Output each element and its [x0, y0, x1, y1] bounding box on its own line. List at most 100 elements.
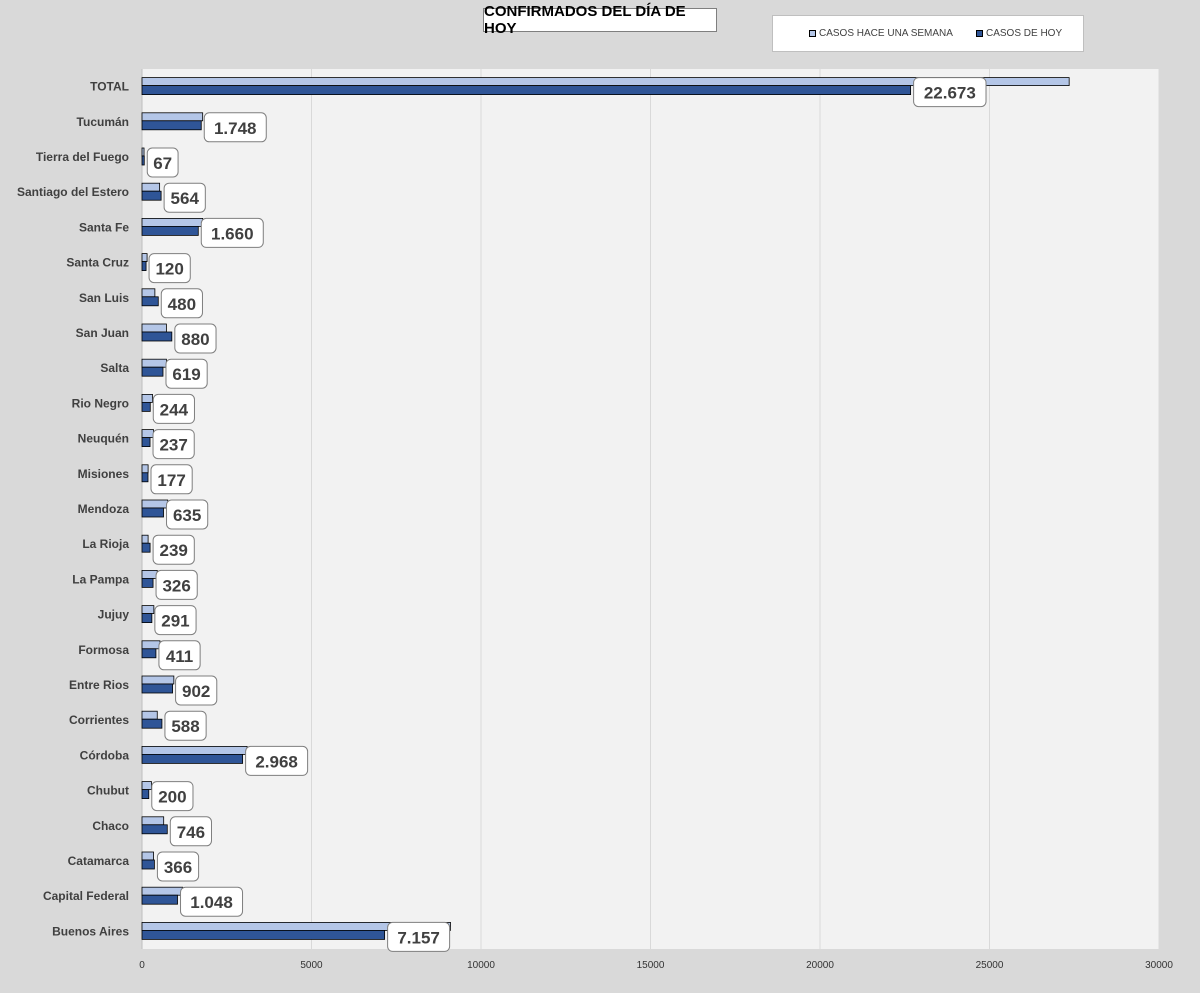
category-label: La Pampa: [72, 572, 129, 586]
bar-today: [141, 437, 151, 448]
category-label: Córdoba: [80, 748, 130, 762]
data-label: 480: [168, 295, 196, 314]
category-label: Chaco: [92, 819, 129, 833]
x-tick-label: 5000: [300, 960, 323, 971]
category-label: Tucumán: [77, 115, 129, 129]
category-label: San Juan: [76, 326, 129, 340]
data-label: 7.157: [397, 928, 440, 947]
data-label: 1.748: [214, 119, 257, 138]
data-label: 177: [157, 471, 185, 490]
data-label-box: [160, 288, 203, 319]
data-label-box: [166, 499, 209, 530]
bar-today: [141, 648, 157, 659]
bar-today: [141, 472, 149, 483]
bar-week: [141, 816, 165, 826]
data-label: 244: [160, 400, 189, 419]
legend-item-week: CASOS HACE UNA SEMANA: [809, 28, 953, 39]
bar-today: [141, 930, 386, 940]
data-label-box: [164, 710, 207, 741]
category-label: Rio Negro: [72, 396, 129, 410]
category-label: Entre Rios: [69, 678, 129, 692]
bar-today: [141, 331, 173, 342]
data-label-box: [148, 253, 191, 284]
bar-today: [141, 718, 163, 729]
data-label: 619: [172, 365, 200, 384]
bar-week: [141, 534, 149, 544]
data-label-box: [158, 640, 201, 671]
data-label-box: [150, 464, 193, 495]
data-label-box: [152, 534, 195, 565]
bar-today: [141, 190, 162, 201]
bar-today: [141, 859, 155, 870]
data-label: 291: [161, 612, 189, 631]
data-label-box: [152, 429, 195, 460]
category-label: Misiones: [78, 467, 130, 481]
data-label: 326: [162, 576, 190, 595]
x-tick-label: 25000: [976, 960, 1004, 971]
category-label: Mendoza: [78, 502, 130, 516]
bar-week: [141, 570, 158, 579]
data-label: 880: [181, 330, 209, 349]
bar-today: [141, 507, 164, 518]
bar-week: [141, 147, 145, 157]
bar-today: [141, 261, 147, 272]
data-label-box: [163, 182, 206, 213]
data-label: 366: [164, 858, 192, 877]
bar-today: [141, 542, 151, 553]
legend-item-today: CASOS DE HOY: [976, 28, 1062, 39]
category-label: Formosa: [78, 643, 129, 657]
bar-week: [141, 253, 148, 263]
category-label: Salta: [100, 361, 129, 375]
bar-week: [141, 464, 149, 474]
legend-label-week: CASOS HACE UNA SEMANA: [819, 28, 953, 39]
chart-title-text: CONFIRMADOS DEL DÍA DE HOY: [484, 3, 686, 37]
bar-week: [141, 605, 155, 614]
data-label: 411: [166, 647, 193, 666]
data-label: 200: [158, 788, 186, 807]
data-label: 237: [159, 436, 187, 455]
data-label: 588: [171, 717, 199, 736]
data-label: 239: [160, 541, 188, 560]
data-label: 1.048: [190, 893, 233, 912]
bar-today: [141, 85, 912, 95]
bar-today: [141, 789, 150, 799]
bar-week: [141, 358, 167, 368]
bar-today: [141, 754, 244, 764]
bar-today: [141, 578, 154, 588]
data-label: 902: [182, 682, 210, 701]
bar-today: [141, 366, 164, 377]
bar-week: [141, 217, 204, 227]
legend-swatch-week: [809, 30, 816, 37]
data-label: 120: [155, 260, 183, 279]
category-label: Santa Cruz: [66, 256, 129, 270]
data-label-box: [146, 147, 179, 178]
data-label-box: [152, 393, 195, 424]
data-label: 22.673: [924, 84, 976, 103]
bar-week: [141, 393, 153, 403]
data-label-box: [913, 77, 987, 108]
data-label-box: [154, 605, 197, 636]
bar-today: [141, 225, 199, 236]
data-label-box: [151, 781, 194, 812]
category-label: Capital Federal: [43, 889, 129, 903]
bar-week: [141, 675, 175, 685]
bar-today: [141, 401, 151, 412]
category-label: Jujuy: [98, 608, 130, 622]
category-label: La Rioja: [82, 537, 129, 551]
legend-swatch-today: [976, 30, 983, 37]
category-label: Santiago del Estero: [17, 185, 129, 199]
data-label-box: [174, 323, 217, 354]
category-label: San Luis: [79, 291, 129, 305]
data-label: 635: [173, 506, 201, 525]
category-label: Catamarca: [68, 854, 130, 868]
data-label-box: [175, 675, 218, 706]
data-label-box: [156, 851, 200, 882]
data-label: 746: [177, 823, 205, 842]
legend-label-today: CASOS DE HOY: [986, 28, 1063, 39]
bar-week: [141, 851, 154, 861]
data-label-box: [245, 745, 309, 776]
bar-week: [141, 429, 154, 439]
x-tick-label: 15000: [637, 960, 665, 971]
x-tick-label: 10000: [467, 960, 495, 971]
